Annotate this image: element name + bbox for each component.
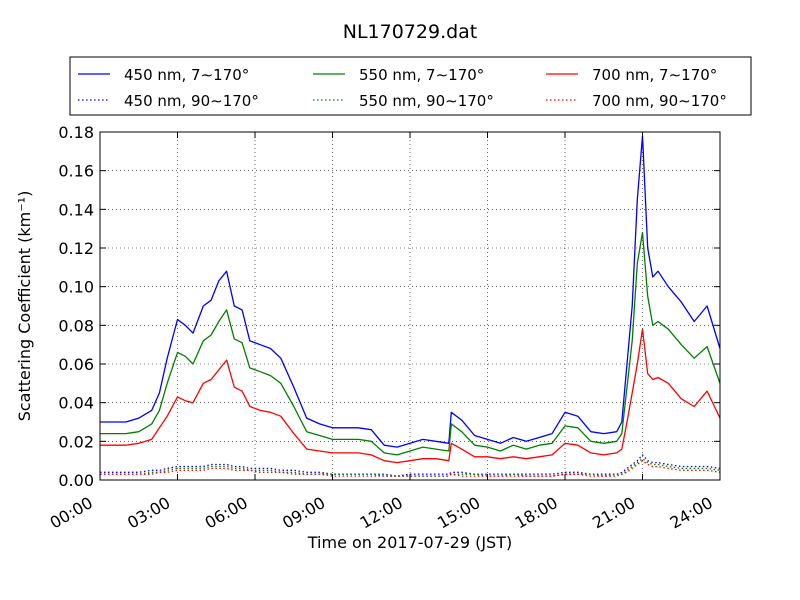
legend: 450 nm, 7∼170° 550 nm, 7∼170° 700 nm, 7∼17… [78,66,727,110]
x-tick-label: 06:00 [202,493,251,533]
y-tick-label: 0.08 [58,316,94,335]
x-tick-label: 15:00 [434,493,483,533]
legend-box [69,56,752,116]
x-tick-label: 24:00 [667,493,716,533]
legend-label: 550 nm, 90∼170° [359,92,494,110]
series-line [100,231,721,456]
series-line [100,454,721,477]
y-axis-label: Scattering Coefficient (km⁻¹) [15,191,34,422]
legend-label: 700 nm, 7∼170° [592,66,717,84]
series-line [100,458,721,477]
y-tick-label: 0.14 [58,200,94,219]
chart-title: NL170729.dat [343,21,478,43]
y-tick-label: 0.06 [58,355,94,374]
y-tick-label: 0.10 [58,278,94,297]
legend-label: 700 nm, 90∼170° [592,92,727,110]
series-line [100,135,721,448]
series-line [100,328,721,464]
y-tick-label: 0.16 [58,162,94,181]
x-tick-label: 03:00 [124,493,173,533]
series-group [100,135,721,477]
x-axis-label: Time on 2017-07-29 (JST) [307,533,512,552]
x-tick-label: 12:00 [357,493,406,533]
x-tick-label: 18:00 [512,493,561,533]
legend-label: 450 nm, 90∼170° [124,92,259,110]
y-tick-label: 0.18 [58,123,94,142]
y-tick-label: 0.04 [58,394,94,413]
y-tick-label: 0.12 [58,239,94,258]
x-tick-label: 21:00 [589,493,638,533]
x-tick-label: 09:00 [279,493,328,533]
legend-label: 550 nm, 7∼170° [359,66,484,84]
y-tick-label: 0.02 [58,432,94,451]
x-tick-label: 00:00 [47,493,96,533]
y-tick-label: 0.00 [58,471,94,490]
legend-label: 450 nm, 7∼170° [124,66,249,84]
